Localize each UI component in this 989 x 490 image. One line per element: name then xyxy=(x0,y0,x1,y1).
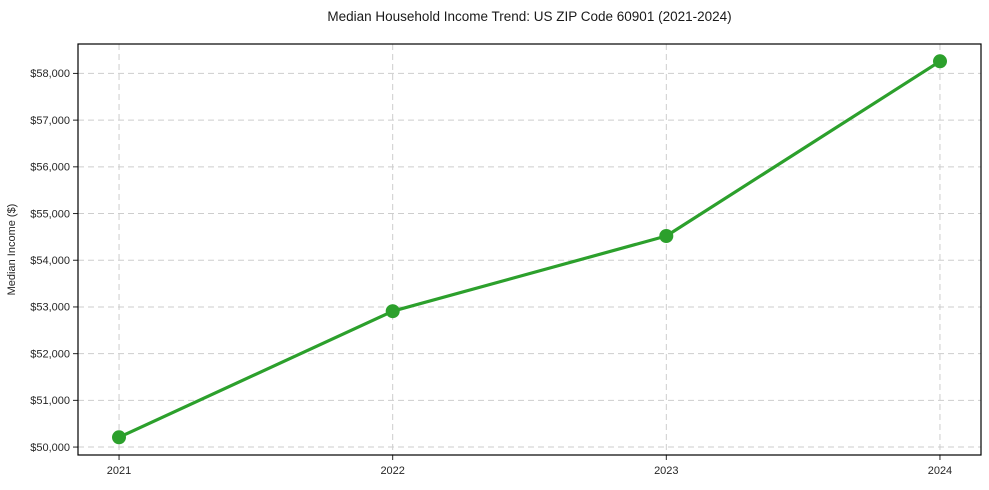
x-tick-label: 2024 xyxy=(928,465,952,477)
y-tick-label: $55,000 xyxy=(30,208,70,220)
data-point-2021 xyxy=(112,430,126,445)
x-tick-label: 2022 xyxy=(380,465,404,477)
chart-title: Median Household Income Trend: US ZIP Co… xyxy=(327,9,731,24)
data-point-2023 xyxy=(659,229,674,243)
y-tick-label: $53,000 xyxy=(30,302,70,314)
y-axis-label: Median Income ($) xyxy=(6,204,18,296)
data-point-2022 xyxy=(385,304,400,319)
y-tick-label: $50,000 xyxy=(30,442,70,454)
plot-area: $50,000 $51,000 $52,000 $53,000 $54,000 $55,0… xyxy=(30,43,982,477)
y-tick-label: $58,000 xyxy=(30,68,70,80)
data-point-2024 xyxy=(933,54,947,69)
x-tick-label: 2023 xyxy=(654,465,678,477)
y-tick-label: $51,000 xyxy=(30,395,70,407)
y-tick-label: $57,000 xyxy=(30,115,70,127)
trend-line xyxy=(117,59,942,439)
y-tick-label: $56,000 xyxy=(30,162,70,174)
y-tick-label: $52,000 xyxy=(30,348,70,360)
x-tick-label: 2021 xyxy=(107,465,131,477)
axis-spines xyxy=(77,43,982,456)
y-tick-label: $54,000 xyxy=(30,255,70,267)
